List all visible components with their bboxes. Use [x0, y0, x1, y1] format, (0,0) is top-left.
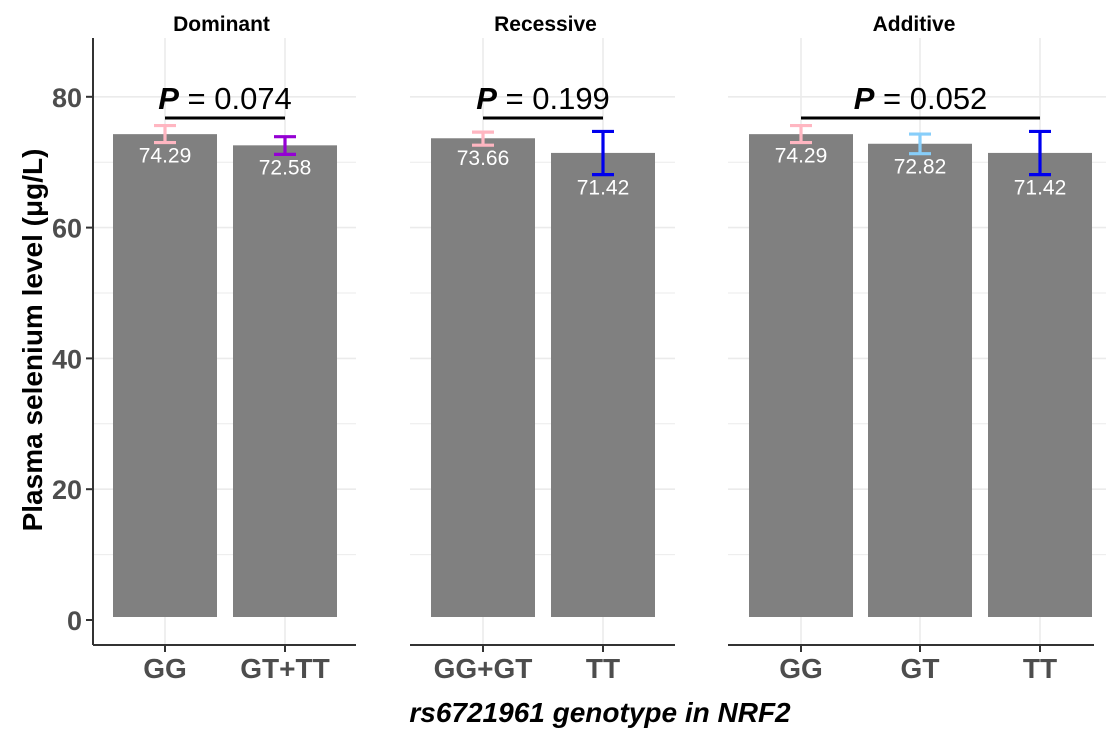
error-bar — [472, 130, 494, 147]
data-label: 71.42 — [1014, 177, 1067, 200]
panel-recessive: Recessive 73.66 71.42 P = 0.199 GG+GT TT — [410, 13, 675, 684]
x-tick-label: GG+GT — [434, 653, 533, 684]
y-tick-label: 20 — [52, 475, 82, 505]
y-axis: 0 20 40 60 80 — [52, 38, 94, 645]
bar — [868, 143, 972, 617]
panel-title: Recessive — [494, 13, 597, 36]
x-tick-label: TT — [1023, 653, 1057, 684]
y-tick-label: 40 — [52, 344, 82, 374]
bar — [749, 134, 853, 617]
p-value-label: P = 0.052 — [854, 81, 988, 116]
x-tick-label: GT — [901, 653, 940, 684]
panels: Dominant 74.29 72.58 P = 0.074 GG GT+TT Recess… — [93, 13, 1106, 684]
data-label: 72.82 — [894, 156, 947, 179]
bar — [431, 138, 535, 617]
data-label: 74.29 — [775, 145, 828, 168]
x-tick-label: GT+TT — [240, 653, 329, 684]
y-tick-label: 0 — [67, 606, 82, 636]
panel-title: Dominant — [173, 13, 270, 36]
panel-dominant: Dominant 74.29 72.58 P = 0.074 GG GT+TT — [93, 13, 356, 684]
error-bar — [154, 123, 176, 145]
bar — [233, 145, 337, 618]
error-bar — [592, 129, 614, 177]
data-label: 74.29 — [139, 145, 192, 168]
data-label: 72.58 — [259, 156, 312, 179]
error-bar — [274, 135, 296, 156]
bar — [113, 134, 217, 617]
p-value-label: P = 0.074 — [158, 81, 292, 116]
bar — [551, 152, 655, 617]
error-bar — [1029, 129, 1051, 177]
x-tick-label: GG — [779, 653, 823, 684]
panel-additive: Additive 74.29 72.82 71.42 P = 0.052 GG GT TT — [728, 13, 1106, 684]
x-tick-label: GG — [143, 653, 187, 684]
x-axis-title: rs6721961 genotype in NRF2 — [409, 697, 791, 728]
x-tick-label: TT — [586, 653, 620, 684]
y-axis-title: Plasma selenium level (μg/L) — [17, 149, 48, 532]
data-label: 73.66 — [457, 147, 510, 170]
error-bar — [790, 123, 812, 145]
panel-title: Additive — [873, 13, 956, 36]
y-tick-label: 60 — [52, 214, 82, 244]
data-label: 71.42 — [577, 177, 630, 200]
error-bar — [909, 132, 931, 156]
y-tick-label: 80 — [52, 83, 82, 113]
bar — [988, 152, 1092, 617]
p-value-label: P = 0.199 — [476, 81, 610, 116]
